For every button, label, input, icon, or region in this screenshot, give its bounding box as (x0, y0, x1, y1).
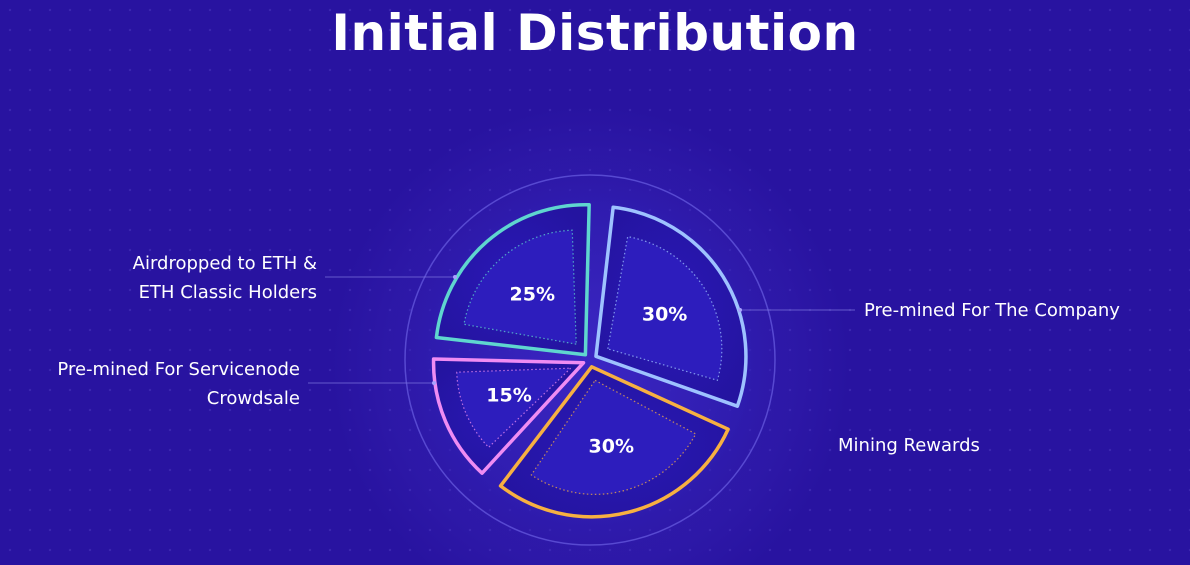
chart-title: Initial Distribution (331, 4, 859, 62)
slice-mining-value-label: 30% (589, 435, 634, 457)
slice-servicenode: 15% (431, 357, 586, 475)
label-mining-line-1: Mining Rewards (838, 435, 980, 456)
slice-airdropped-value-label: 25% (510, 284, 555, 306)
slice-mining: 30% (498, 365, 730, 519)
label-company-line-1: Pre-mined For The Company (864, 300, 1120, 321)
label-airdropped: Airdropped to ETH & ETH Classic Holders (133, 249, 317, 307)
slice-company-inner (607, 235, 723, 382)
slice-airdropped: 25% (434, 203, 591, 357)
label-servicenode: Pre-mined For Servicenode Crowdsale (57, 355, 300, 413)
connector-company-dot (738, 308, 742, 312)
slice-mining-inner (530, 379, 697, 495)
label-mining: Mining Rewards (838, 431, 980, 460)
chart-outer-ring (404, 174, 776, 546)
connector-airdropped-dot (453, 275, 457, 279)
label-servicenode-line-2: Crowdsale (206, 388, 300, 409)
label-company: Pre-mined For The Company (864, 296, 1120, 325)
slice-servicenode-inner (456, 367, 573, 449)
label-servicenode-line-1: Pre-mined For Servicenode (57, 359, 300, 380)
connector-servicenode-dot (432, 381, 436, 385)
slice-company: 30% (594, 205, 748, 408)
slice-servicenode-value-label: 15% (486, 384, 531, 406)
label-airdropped-line-2: ETH Classic Holders (138, 282, 317, 303)
slice-airdropped-inner (463, 229, 577, 345)
slice-company-value-label: 30% (642, 303, 687, 325)
label-airdropped-line-1: Airdropped to ETH & (132, 253, 317, 274)
